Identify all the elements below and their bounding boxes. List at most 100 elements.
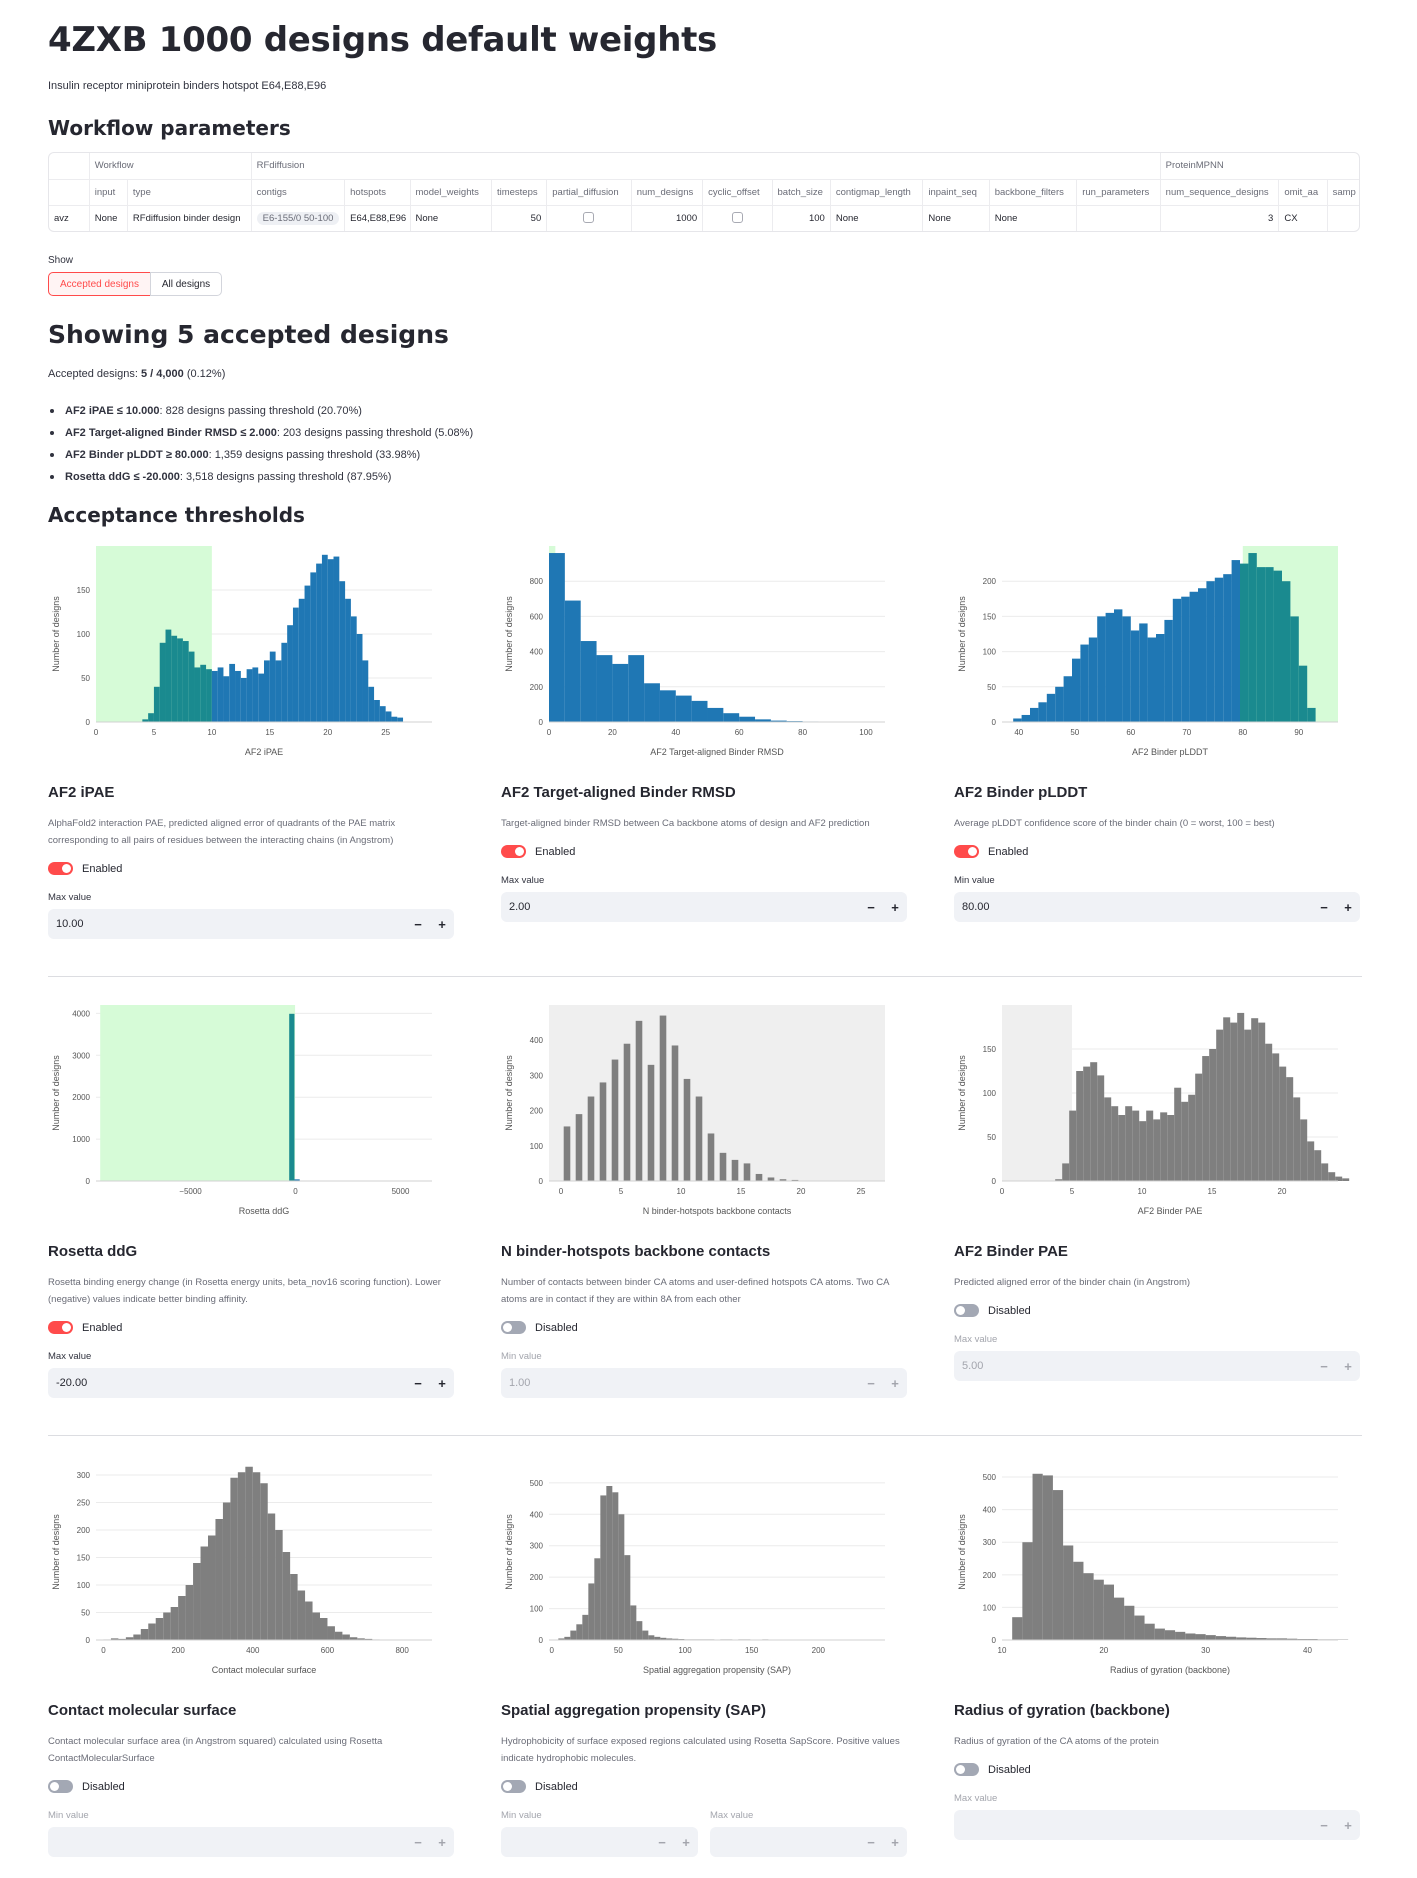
increment-button[interactable]: +: [682, 1834, 690, 1850]
column-header[interactable]: run_parameters: [1076, 179, 1161, 206]
value-input[interactable]: − +: [501, 1827, 698, 1857]
value-input[interactable]: 80.00 − +: [954, 892, 1360, 922]
histogram-chart[interactable]: 0 20 40 60 80 100 0 200 400 600 800 AF2 Target-alig…: [501, 538, 907, 768]
decrement-button[interactable]: −: [1320, 899, 1328, 915]
histogram-chart[interactable]: 0 5 10 15 20 0 50 100 150 AF2 Binder PAE Number of…: [954, 997, 1360, 1227]
enable-toggle[interactable]: Enabled: [48, 1321, 122, 1334]
toggle-switch[interactable]: [501, 1780, 526, 1793]
histogram-chart[interactable]: −5000 0 5000 0 1000 2000 3000 4000 Rosetta ddG Nu…: [48, 997, 454, 1227]
enable-toggle[interactable]: Disabled: [48, 1780, 125, 1793]
increment-button[interactable]: +: [891, 899, 899, 915]
enable-toggle[interactable]: Disabled: [501, 1321, 578, 1334]
column-header[interactable]: cyclic_offset: [702, 179, 773, 206]
cell-run-parameters[interactable]: [1076, 205, 1161, 231]
toggle-switch[interactable]: [48, 1321, 73, 1334]
increment-button[interactable]: +: [438, 916, 446, 932]
enable-toggle[interactable]: Enabled: [48, 862, 122, 875]
column-header[interactable]: samp: [1327, 179, 1359, 206]
column-header[interactable]: contigmap_length: [830, 179, 924, 206]
column-header[interactable]: num_designs: [631, 179, 704, 206]
column-header[interactable]: batch_size: [772, 179, 831, 206]
enable-toggle[interactable]: Disabled: [954, 1304, 1031, 1317]
column-header[interactable]: type: [127, 179, 252, 206]
value-input[interactable]: -20.00 − +: [48, 1368, 454, 1398]
column-header[interactable]: inpaint_seq: [922, 179, 990, 206]
accepted-designs-toggle[interactable]: Accepted designs: [48, 272, 151, 296]
cell-contigs[interactable]: E6-155/0 50-100: [251, 205, 346, 231]
toggle-switch[interactable]: [954, 1763, 979, 1776]
cell-backbone-filters[interactable]: None: [989, 205, 1078, 231]
cell-num-designs[interactable]: 1000: [631, 205, 704, 231]
increment-button[interactable]: +: [1344, 1358, 1352, 1374]
cell-batch-size[interactable]: 100: [772, 205, 831, 231]
value-input[interactable]: 10.00 − +: [48, 909, 454, 939]
cell-hotspots[interactable]: E64,E88,E96: [344, 205, 411, 231]
cell-omit-aa[interactable]: CX: [1278, 205, 1328, 231]
cell-model-weights[interactable]: None: [410, 205, 492, 231]
column-header[interactable]: model_weights: [410, 179, 492, 206]
cell-samp[interactable]: [1327, 205, 1359, 231]
decrement-button[interactable]: −: [414, 1375, 422, 1391]
threshold-card: −5000 0 5000 0 1000 2000 3000 4000 Rosetta ddG Nu…: [48, 997, 454, 1417]
column-header[interactable]: omit_aa: [1278, 179, 1328, 206]
histogram-chart[interactable]: 0 5 10 15 20 25 0 50 100 150 AF2 iPAE Number of des…: [48, 538, 454, 768]
value-input[interactable]: 2.00 − +: [501, 892, 907, 922]
column-header[interactable]: hotspots: [344, 179, 411, 206]
decrement-button[interactable]: −: [867, 1375, 875, 1391]
decrement-button[interactable]: −: [658, 1834, 666, 1850]
column-header[interactable]: num_sequence_designs: [1160, 179, 1280, 206]
value-input[interactable]: − +: [710, 1827, 907, 1857]
table-row[interactable]: avz None RFdiffusion binder design E6-15…: [49, 205, 1359, 231]
all-designs-toggle[interactable]: All designs: [150, 272, 222, 296]
histogram-bar: [564, 1636, 571, 1640]
column-header[interactable]: timesteps: [491, 179, 548, 206]
toggle-switch[interactable]: [954, 1304, 979, 1317]
decrement-button[interactable]: −: [1320, 1817, 1328, 1833]
toggle-switch[interactable]: [501, 845, 526, 858]
cell-contigmap-length[interactable]: None: [830, 205, 924, 231]
cell-cyclic-offset[interactable]: [702, 205, 773, 231]
histogram-chart[interactable]: 40 50 60 70 80 90 0 50 100 150 200 AF2 Binder pLDDT…: [954, 538, 1360, 768]
enable-toggle[interactable]: Enabled: [501, 845, 575, 858]
enable-toggle[interactable]: Disabled: [501, 1780, 578, 1793]
increment-button[interactable]: +: [438, 1834, 446, 1850]
value-input[interactable]: 1.00 − +: [501, 1368, 907, 1398]
cell-input[interactable]: None: [89, 205, 128, 231]
decrement-button[interactable]: −: [867, 1834, 875, 1850]
cell-num-sequence-designs[interactable]: 3: [1160, 205, 1280, 231]
histogram-bar: [349, 1637, 358, 1640]
increment-button[interactable]: +: [1344, 1817, 1352, 1833]
cell-timesteps[interactable]: 50: [491, 205, 548, 231]
histogram-chart[interactable]: 0 200 400 600 800 0 50 100 150 200 250 300 Contact m…: [48, 1456, 454, 1686]
value-input[interactable]: − +: [48, 1827, 454, 1857]
cyclic-offset-checkbox[interactable]: [731, 212, 743, 224]
histogram-chart[interactable]: 0 50 100 150 200 0 100 200 300 400 500 Spatial aggr…: [501, 1456, 907, 1686]
toggle-switch[interactable]: [48, 862, 73, 875]
cell-inpaint-seq[interactable]: None: [922, 205, 990, 231]
increment-button[interactable]: +: [438, 1375, 446, 1391]
enable-toggle[interactable]: Disabled: [954, 1763, 1031, 1776]
histogram-chart[interactable]: 0 5 10 15 20 25 0 100 200 300 400 N binder-hotspots…: [501, 997, 907, 1227]
cell-partial-diffusion[interactable]: [546, 205, 632, 231]
toggle-switch[interactable]: [48, 1780, 73, 1793]
increment-button[interactable]: +: [891, 1834, 899, 1850]
cell-type[interactable]: RFdiffusion binder design: [127, 205, 252, 231]
column-header[interactable]: partial_diffusion: [546, 179, 632, 206]
increment-button[interactable]: +: [891, 1375, 899, 1391]
decrement-button[interactable]: −: [414, 916, 422, 932]
value-input[interactable]: − +: [954, 1810, 1360, 1840]
toggle-switch[interactable]: [501, 1321, 526, 1334]
decrement-button[interactable]: −: [867, 899, 875, 915]
decrement-button[interactable]: −: [414, 1834, 422, 1850]
increment-button[interactable]: +: [1344, 899, 1352, 915]
column-header[interactable]: input: [89, 179, 128, 206]
decrement-button[interactable]: −: [1320, 1358, 1328, 1374]
value-input[interactable]: 5.00 − +: [954, 1351, 1360, 1381]
partial-diffusion-checkbox[interactable]: [583, 212, 595, 224]
toggle-switch[interactable]: [954, 845, 979, 858]
column-header[interactable]: contigs: [251, 179, 346, 206]
workflow-parameters-table[interactable]: Workflow RFdiffusion ProteinMPNN input t…: [48, 152, 1360, 232]
enable-toggle[interactable]: Enabled: [954, 845, 1028, 858]
column-header[interactable]: backbone_filters: [989, 179, 1078, 206]
